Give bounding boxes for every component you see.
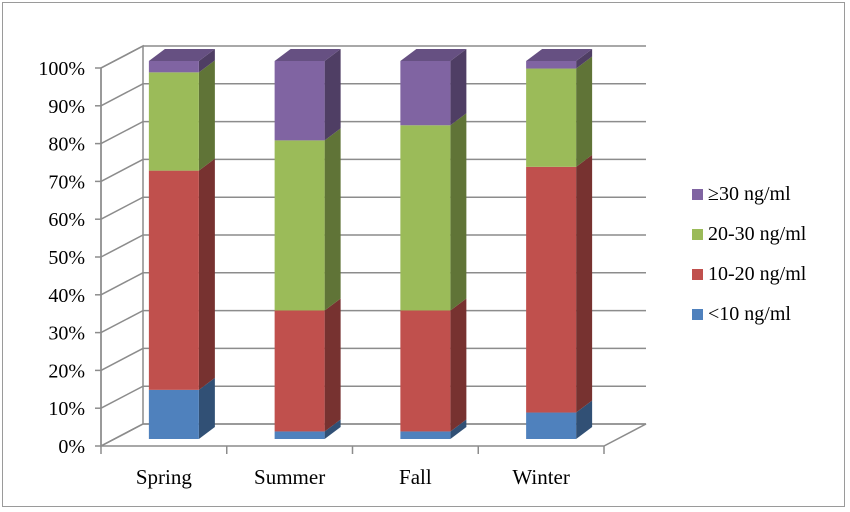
bar-side [450, 419, 467, 439]
gridline [100, 120, 646, 145]
y-tick-label: 30% [48, 323, 85, 345]
bar-top [148, 49, 215, 61]
bar-top [274, 49, 341, 61]
gridline [100, 423, 646, 447]
bar-segment [526, 400, 593, 439]
bar-front [526, 61, 577, 69]
gridline [100, 234, 646, 258]
legend-item: 20-30 ng/ml [692, 223, 807, 245]
bar-side [450, 113, 467, 311]
bar-side [324, 298, 341, 432]
bar-front [274, 61, 325, 141]
bar-segment [274, 419, 341, 439]
bar-segment [400, 298, 467, 432]
bar-front [148, 170, 199, 390]
bar-front [526, 68, 577, 167]
bar-side [324, 128, 341, 311]
gridline [100, 272, 646, 296]
bar-segment [148, 60, 215, 171]
bar-side [198, 158, 215, 390]
legend-label: 10-20 ng/ml [708, 263, 807, 285]
bar-segment [400, 113, 467, 311]
y-tick-label: 70% [48, 171, 85, 193]
bar-segment [526, 154, 593, 413]
bar-front [400, 125, 451, 311]
bar-front [148, 389, 199, 439]
bar-side [450, 298, 467, 432]
y-tick-label: 50% [48, 247, 85, 269]
bar-side [324, 49, 341, 141]
bar-segment [526, 56, 593, 167]
gridline [100, 347, 646, 372]
bar-segment [148, 158, 215, 390]
bar-segment [274, 49, 341, 141]
bar-side [324, 419, 341, 439]
bar-segment [148, 377, 215, 439]
y-tick-label: 0% [58, 436, 85, 458]
bar-front [526, 412, 577, 439]
legend-item: <10 ng/ml [692, 303, 791, 325]
bar-side [576, 154, 593, 413]
bar-front [400, 61, 451, 126]
legend-label: <10 ng/ml [708, 303, 791, 325]
bar-side [450, 49, 467, 126]
bar-segment [148, 49, 215, 73]
legend-swatch [692, 269, 703, 280]
bars [148, 49, 593, 439]
bar-side [198, 49, 215, 73]
x-category-label: Winter [512, 465, 569, 489]
bar-front [526, 166, 577, 413]
bar-front [274, 431, 325, 439]
legend-swatch [692, 229, 703, 240]
x-category-label: Fall [399, 465, 432, 489]
legend-item: 10-20 ng/ml [692, 263, 807, 285]
gridline [100, 309, 646, 334]
gridline [100, 83, 646, 107]
bar-side [198, 60, 215, 171]
legend: ≥30 ng/ml 20-30 ng/ml 10-20 ng/ml <10 ng/ml [692, 183, 807, 325]
bar-top [526, 49, 593, 61]
bar-front [274, 310, 325, 432]
bar-front [148, 61, 199, 73]
legend-label: 20-30 ng/ml [708, 223, 807, 245]
bar-front [148, 72, 199, 171]
legend-label: ≥30 ng/ml [708, 183, 791, 205]
gridlines [100, 45, 646, 447]
legend-swatch [692, 189, 703, 200]
bar-side [576, 400, 593, 439]
x-category-label: Spring [136, 465, 193, 489]
bar-front [400, 431, 451, 439]
gridline [100, 158, 646, 183]
bar-front [400, 310, 451, 432]
y-tick-label: 100% [38, 58, 85, 80]
gridline [100, 196, 646, 220]
x-axis-categories: Spring Summer Fall Winter [100, 446, 605, 489]
y-tick-label: 10% [48, 398, 85, 420]
bar-side [198, 377, 215, 439]
bar-segment [526, 49, 593, 69]
bar-side [576, 49, 593, 69]
x-category-label: Summer [254, 465, 325, 489]
gridline [100, 385, 646, 409]
bar-segment [274, 128, 341, 311]
bar-segment [274, 298, 341, 432]
legend-swatch [692, 309, 703, 320]
gridline [100, 45, 646, 69]
y-tick-label: 40% [48, 285, 85, 307]
y-tick-label: 60% [48, 209, 85, 231]
bar-front [274, 140, 325, 311]
bar-side [576, 56, 593, 167]
y-tick-label: 20% [48, 360, 85, 382]
bar-segment [400, 419, 467, 439]
y-tick-label: 80% [48, 134, 85, 156]
bar-top [400, 49, 467, 61]
bar-segment [400, 49, 467, 126]
legend-item: ≥30 ng/ml [692, 183, 791, 205]
y-axis-ticks: 0% 10% 20% 30% 40% 50% 60% 70% 80% 90% 100% [38, 58, 102, 458]
y-tick-label: 90% [48, 96, 85, 118]
